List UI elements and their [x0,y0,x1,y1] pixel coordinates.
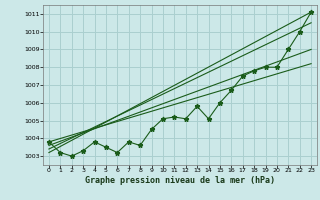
X-axis label: Graphe pression niveau de la mer (hPa): Graphe pression niveau de la mer (hPa) [85,176,275,185]
